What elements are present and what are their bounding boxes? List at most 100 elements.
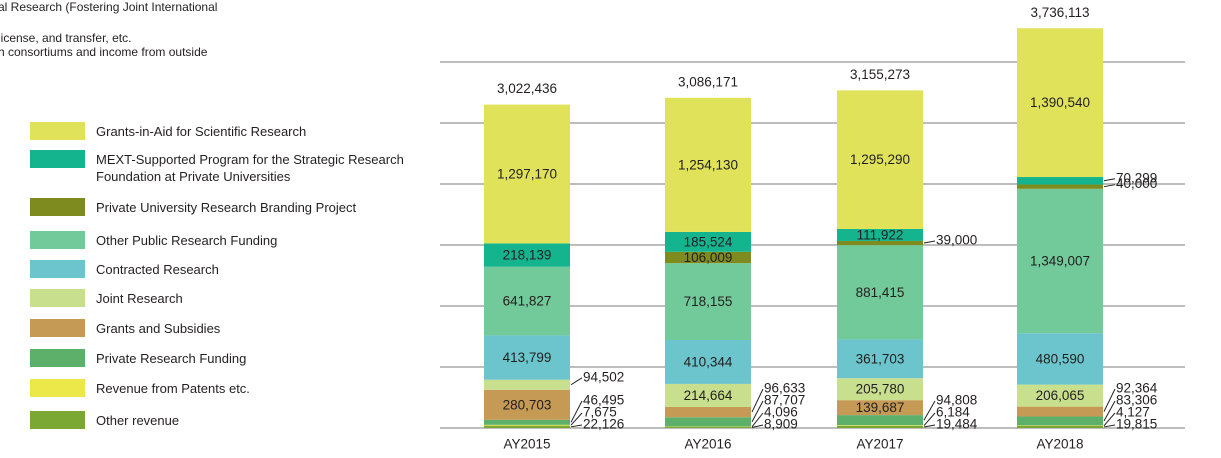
bar-segment	[1017, 188, 1103, 334]
value-label: 641,827	[503, 294, 552, 309]
bar-segment	[837, 400, 923, 416]
callout-line	[923, 424, 936, 428]
value-label: 96,633	[764, 381, 805, 396]
legend-label: MEXT-Supported Program for the Strategic…	[96, 152, 404, 184]
legend-item: MEXT-Supported Program for the Strategic…	[30, 150, 426, 185]
value-label: 214,664	[684, 388, 733, 403]
bar-segment	[665, 417, 751, 427]
bar-segment	[837, 240, 923, 246]
value-label: 87,707	[764, 393, 805, 408]
note: license, and transfer, etc.	[0, 31, 132, 45]
value-label: 1,254,130	[678, 157, 738, 172]
bar-segment	[1017, 416, 1103, 426]
legend-item: Grants and Subsidies	[30, 319, 426, 337]
bar-segment	[665, 383, 751, 407]
legend-swatch	[30, 379, 85, 397]
value-label: 4,096	[764, 405, 798, 420]
legend-label: Grants-in-Aid for Scientific Research	[96, 124, 307, 139]
value-label: 46,495	[583, 393, 624, 408]
legend-item: Private University Research Branding Pro…	[30, 198, 426, 216]
value-label: 1,390,540	[1030, 95, 1090, 110]
legend-item: Private Research Funding	[30, 349, 426, 367]
callout-line	[1103, 178, 1116, 182]
value-label: 205,780	[856, 382, 905, 397]
legend-item: Grants-in-Aid for Scientific Research	[30, 122, 426, 140]
value-label: 185,524	[684, 234, 733, 249]
bar-segment	[837, 425, 923, 428]
bar-segment	[1017, 177, 1103, 185]
bar-segment	[1017, 184, 1103, 189]
value-label: 6,184	[936, 405, 970, 420]
bar-segment	[484, 389, 570, 420]
legend-swatch	[30, 349, 85, 367]
value-label: 7,675	[583, 405, 617, 420]
bar-segment	[1017, 406, 1103, 417]
value-label: 4,127	[1116, 405, 1150, 420]
bar-segment	[1017, 425, 1103, 428]
value-label: 70,299	[1116, 170, 1157, 185]
value-label: 94,502	[583, 369, 624, 384]
bar-segment	[837, 245, 923, 340]
value-label: 361,703	[856, 351, 905, 366]
value-label: 39,000	[936, 233, 977, 248]
callout-line	[751, 388, 764, 413]
legend-swatch	[30, 122, 85, 140]
bar-segment	[665, 263, 751, 341]
legend-swatch	[30, 289, 85, 307]
bar-segment	[484, 243, 570, 267]
bar-segment	[1017, 333, 1103, 385]
legend-item: Joint Research	[30, 289, 426, 307]
legend-item: Other Public Research Funding	[30, 231, 426, 249]
value-label: 40,000	[1116, 176, 1157, 191]
legend-label: Joint Research	[96, 291, 183, 306]
bar-segment	[837, 339, 923, 379]
callout-line	[923, 412, 936, 426]
legend-swatch	[30, 198, 85, 216]
legend-swatch	[30, 231, 85, 249]
value-label: 19,815	[1116, 417, 1157, 432]
callout-line	[923, 240, 936, 244]
bar-segment	[837, 425, 923, 426]
callout-line	[1103, 412, 1116, 426]
bar-segment	[837, 415, 923, 426]
note: h consortiums and income from outside	[0, 45, 208, 59]
legend-label: Other revenue	[96, 413, 180, 428]
value-label: 8,909	[764, 417, 798, 432]
callout-line	[570, 377, 583, 386]
value-label: 480,590	[1036, 351, 1085, 366]
legend-swatch	[30, 260, 85, 278]
value-label: 413,799	[503, 350, 552, 365]
total-label: 3,736,113	[1030, 5, 1089, 20]
legend-label: Other Public Research Funding	[96, 233, 278, 248]
legend-item: Other revenue	[30, 411, 426, 429]
value-label: 410,344	[684, 355, 733, 370]
legend-label: Private Research Funding	[96, 351, 247, 366]
x-tick-label: AY2016	[684, 437, 731, 452]
legend-item: Revenue from Patents etc.	[30, 379, 426, 397]
callout-line	[570, 424, 583, 428]
value-label: 94,808	[936, 393, 977, 408]
value-label: 1,295,290	[850, 152, 910, 167]
value-label: 111,922	[857, 228, 904, 243]
legend-item: Contracted Research	[30, 260, 426, 278]
value-label: 280,703	[503, 397, 552, 412]
callout-line	[570, 400, 583, 423]
bar-segment	[665, 231, 751, 252]
value-label: 83,306	[1116, 393, 1157, 408]
x-tick-label: AY2017	[856, 437, 903, 452]
value-label: 218,139	[503, 248, 552, 263]
bar-segment	[665, 97, 751, 232]
bar-segment	[484, 104, 570, 244]
value-label: 22,126	[583, 417, 624, 432]
value-label: 206,065	[1036, 388, 1085, 403]
legend-label: Private University Research Branding Pro…	[96, 200, 357, 215]
legend-swatch	[30, 411, 85, 429]
bar-segment	[665, 427, 751, 428]
legend-swatch	[30, 319, 85, 337]
x-tick-label: AY2018	[1036, 437, 1083, 452]
value-label: 1,297,170	[497, 167, 557, 182]
note: al Research (Fostering Joint Internation…	[0, 0, 218, 14]
callout-line	[923, 400, 936, 421]
value-label: 92,364	[1116, 381, 1158, 396]
